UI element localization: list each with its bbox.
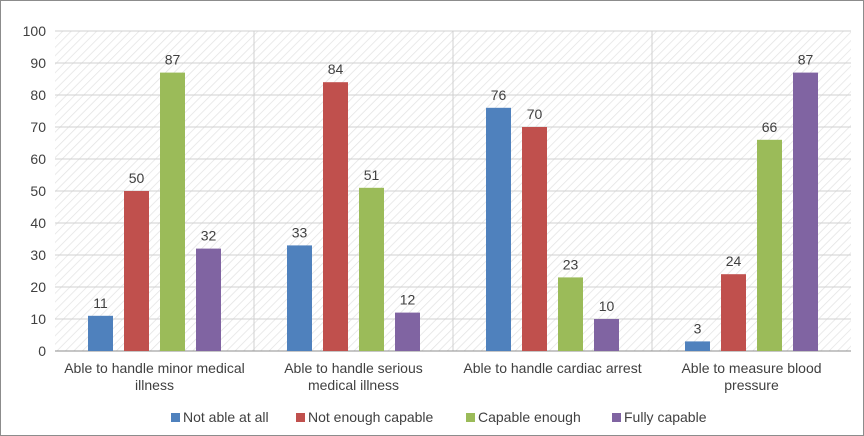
legend-swatch (466, 413, 475, 422)
data-label: 33 (292, 224, 308, 240)
bar (359, 187, 384, 351)
data-label: 23 (563, 256, 579, 272)
data-label: 12 (400, 292, 416, 308)
data-label: 66 (762, 119, 778, 135)
y-tick-label: 90 (30, 55, 46, 71)
y-tick-label: 20 (30, 279, 46, 295)
data-label: 3 (694, 320, 702, 336)
bar (88, 315, 113, 351)
bar (486, 107, 511, 351)
bar (323, 82, 348, 351)
legend: Not able at all Not enough capable Capable… (171, 409, 707, 425)
bar (558, 277, 583, 351)
bar (124, 191, 149, 351)
y-tick-label: 80 (30, 87, 46, 103)
x-tick-label: Able to measure blood (681, 360, 821, 376)
legend-label: Fully capable (624, 409, 707, 425)
y-tick-label: 50 (30, 183, 46, 199)
data-label: 76 (491, 87, 507, 103)
legend-label: Not enough capable (308, 409, 434, 425)
bar (793, 72, 818, 351)
x-tick-label: Able to handle serious (284, 360, 423, 376)
legend-label: Capable enough (478, 409, 581, 425)
bar (196, 248, 221, 351)
bar (594, 319, 619, 351)
bar (395, 312, 420, 351)
data-label: 51 (364, 167, 380, 183)
y-tick-label: 40 (30, 215, 46, 231)
x-tick-label: Able to handle cardiac arrest (463, 360, 641, 376)
x-tick-label: Able to handle minor medical (64, 360, 245, 376)
legend-swatch (171, 413, 180, 422)
y-tick-label: 100 (23, 23, 47, 39)
data-label: 10 (599, 298, 615, 314)
y-tick-label: 0 (38, 343, 46, 359)
data-label: 50 (129, 170, 145, 186)
x-tick-label: illness (135, 377, 174, 393)
y-tick-label: 30 (30, 247, 46, 263)
data-label: 70 (527, 106, 543, 122)
data-label: 84 (328, 61, 344, 77)
y-tick-label: 10 (30, 311, 46, 327)
bar (757, 139, 782, 351)
data-label: 24 (726, 253, 742, 269)
legend-label: Not able at all (183, 409, 269, 425)
legend-swatch (296, 413, 305, 422)
bar (287, 245, 312, 351)
y-tick-label: 70 (30, 119, 46, 135)
bar (721, 274, 746, 351)
legend-swatch (612, 413, 621, 422)
y-tick-label: 60 (30, 151, 46, 167)
data-label: 32 (201, 228, 217, 244)
x-tick-label: medical illness (308, 377, 399, 393)
data-label: 11 (93, 295, 108, 311)
data-label: 87 (798, 52, 814, 68)
bar (685, 341, 710, 351)
plot-area: 0 10 20 30 40 50 60 70 80 90 100 11 50 87 32 Able to ha… (23, 23, 851, 393)
bar (522, 127, 547, 351)
bar (160, 72, 185, 351)
x-tick-label: pressure (724, 377, 779, 393)
data-label: 87 (165, 52, 181, 68)
